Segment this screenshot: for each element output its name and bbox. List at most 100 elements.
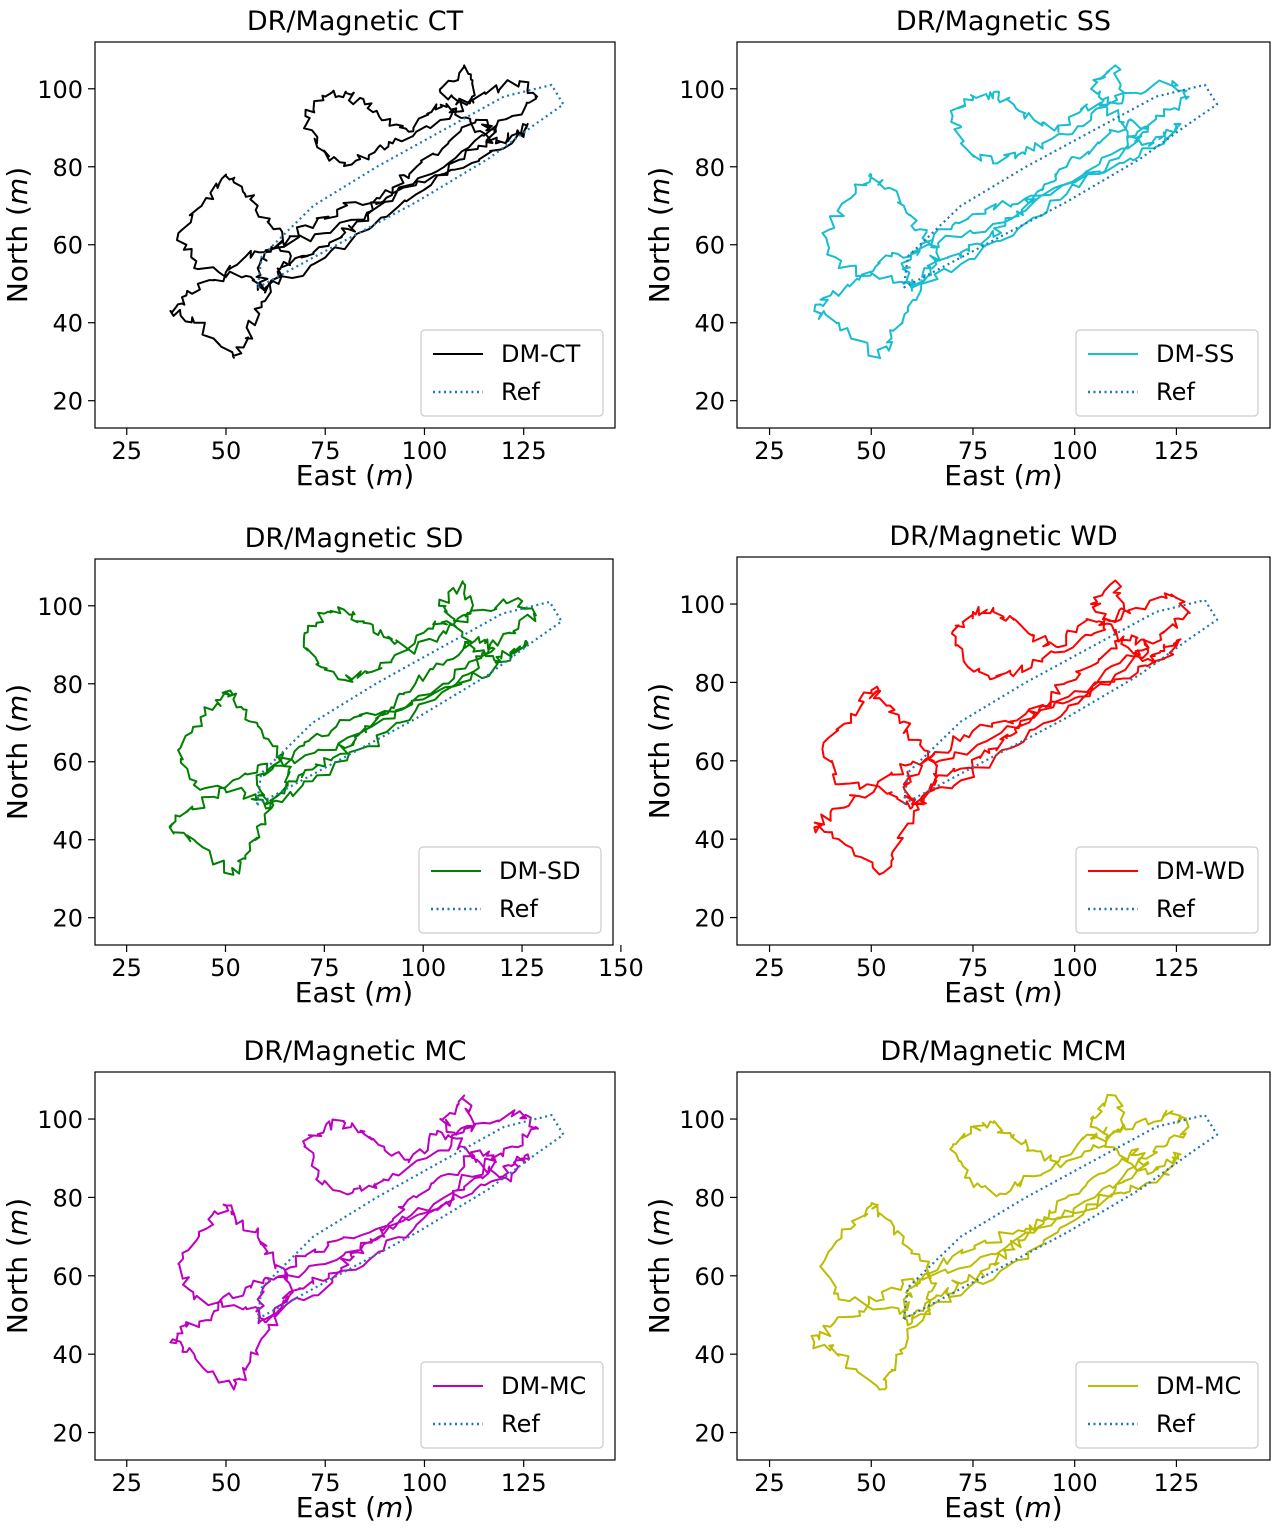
y-axis-unit: m bbox=[643, 1209, 676, 1236]
plot-area bbox=[810, 1093, 1219, 1391]
trajectory-line bbox=[168, 580, 537, 876]
y-tick-label: 60 bbox=[52, 1263, 83, 1291]
x-tick-label: 100 bbox=[402, 1469, 448, 1497]
legend-label: DM-SD bbox=[499, 857, 581, 885]
ref-line bbox=[902, 83, 1219, 289]
axes-frame bbox=[736, 1071, 1271, 1461]
y-tick-label: 100 bbox=[37, 76, 83, 104]
x-axis-label-text: East bbox=[296, 459, 356, 492]
chart-title: DR/Magnetic MCM bbox=[880, 1036, 1126, 1067]
ref-line bbox=[256, 83, 565, 289]
chart-title: DR/Magnetic SS bbox=[896, 6, 1111, 37]
x-tick-label: 125 bbox=[1154, 1469, 1200, 1497]
y-tick-label: 40 bbox=[52, 827, 83, 855]
legend-box bbox=[420, 329, 604, 417]
x-tick-label: 25 bbox=[111, 1469, 142, 1497]
x-tick-label: 50 bbox=[856, 437, 887, 465]
x-tick-label: 125 bbox=[1154, 437, 1200, 465]
x-axis-unit: m bbox=[376, 459, 403, 492]
x-tick-label: 75 bbox=[309, 954, 340, 982]
y-axis-unit: m bbox=[643, 694, 676, 721]
x-axis-label-text: East bbox=[944, 459, 1004, 492]
trajectory-line bbox=[810, 1093, 1190, 1391]
y-tick-label: 20 bbox=[694, 905, 725, 933]
y-tick-label: 40 bbox=[694, 310, 725, 338]
x-tick-label: 100 bbox=[400, 954, 446, 982]
ref-line bbox=[902, 599, 1219, 805]
legend-label: Ref bbox=[1156, 1410, 1195, 1438]
legend: DM-MC Ref bbox=[420, 1361, 604, 1449]
legend-box bbox=[418, 846, 602, 934]
y-tick-label: 40 bbox=[694, 1341, 725, 1369]
legend-label: DM-MC bbox=[1156, 1372, 1241, 1400]
y-axis-label-text: North bbox=[643, 741, 676, 819]
legend: DM-SS Ref bbox=[1075, 329, 1259, 417]
y-axis-label: North (m) bbox=[643, 167, 676, 303]
x-tick-label: 100 bbox=[1052, 437, 1098, 465]
y-axis-label: North (m) bbox=[1, 684, 34, 820]
x-tick-label: 75 bbox=[310, 1469, 341, 1497]
y-axis-unit: m bbox=[1, 695, 34, 722]
y-tick-label: 80 bbox=[694, 154, 725, 182]
axes-frame bbox=[736, 41, 1271, 429]
y-tick-label: 20 bbox=[52, 388, 83, 416]
x-tick-label: 150 bbox=[598, 954, 644, 982]
legend-label: DM-WD bbox=[1156, 857, 1245, 885]
axes-frame bbox=[736, 556, 1271, 946]
y-tick-label: 40 bbox=[52, 310, 83, 338]
x-tick-label: 25 bbox=[754, 954, 785, 982]
y-axis-label-text: North bbox=[643, 225, 676, 303]
legend: DM-SD Ref bbox=[418, 846, 602, 934]
y-tick-label: 20 bbox=[694, 1420, 725, 1448]
legend-label: DM-MC bbox=[501, 1372, 586, 1400]
x-tick-label: 125 bbox=[499, 954, 545, 982]
legend-label: Ref bbox=[1156, 378, 1195, 406]
y-axis-label: North (m) bbox=[643, 683, 676, 819]
x-axis-label: East (m) bbox=[944, 459, 1062, 492]
x-tick-label: 50 bbox=[210, 954, 241, 982]
x-tick-label: 125 bbox=[501, 437, 547, 465]
x-tick-label: 25 bbox=[754, 437, 785, 465]
x-tick-label: 50 bbox=[211, 1469, 242, 1497]
y-tick-label: 60 bbox=[52, 749, 83, 777]
trajectory-line bbox=[813, 579, 1191, 876]
chart-title: DR/Magnetic SD bbox=[245, 523, 464, 554]
x-tick-label: 50 bbox=[856, 954, 887, 982]
x-tick-label: 25 bbox=[754, 1469, 785, 1497]
trajectory-line bbox=[169, 1094, 539, 1391]
legend-box bbox=[1075, 1361, 1259, 1449]
y-tick-label: 60 bbox=[694, 1263, 725, 1291]
axes-frame bbox=[94, 558, 614, 946]
y-tick-label: 60 bbox=[694, 748, 725, 776]
x-axis-label-text: East bbox=[944, 976, 1004, 1009]
y-axis-label: North (m) bbox=[643, 1198, 676, 1334]
legend: DM-CT Ref bbox=[420, 329, 604, 417]
x-axis-unit: m bbox=[376, 1491, 403, 1524]
y-axis-label-text: North bbox=[1, 225, 34, 303]
axes-frame bbox=[94, 1071, 616, 1461]
chart-title: DR/Magnetic CT bbox=[247, 6, 464, 37]
y-axis-label: North (m) bbox=[1, 167, 34, 303]
y-tick-label: 60 bbox=[52, 232, 83, 260]
y-tick-label: 80 bbox=[694, 669, 725, 697]
y-axis-label-text: North bbox=[1, 1256, 34, 1334]
x-tick-label: 75 bbox=[310, 437, 341, 465]
y-tick-label: 60 bbox=[694, 232, 725, 260]
chart-title: DR/Magnetic WD bbox=[889, 521, 1117, 552]
x-tick-label: 100 bbox=[1052, 954, 1098, 982]
x-tick-label: 100 bbox=[1052, 1469, 1098, 1497]
y-tick-label: 100 bbox=[37, 1106, 83, 1134]
y-tick-label: 40 bbox=[694, 826, 725, 854]
legend: DM-WD Ref bbox=[1075, 846, 1259, 934]
x-tick-label: 75 bbox=[958, 954, 989, 982]
y-tick-label: 100 bbox=[679, 1106, 725, 1134]
y-tick-label: 20 bbox=[694, 388, 725, 416]
x-tick-label: 25 bbox=[111, 954, 142, 982]
y-tick-label: 100 bbox=[37, 593, 83, 621]
x-axis-label: East (m) bbox=[296, 459, 414, 492]
